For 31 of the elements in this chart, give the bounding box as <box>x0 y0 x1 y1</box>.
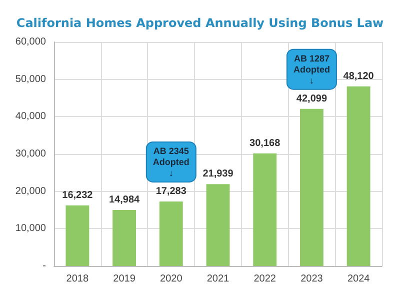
y-tick-label: 50,000 <box>15 74 46 85</box>
x-tick-label: 2022 <box>254 274 276 284</box>
chart-title: California Homes Approved Annually Using Bonus Law <box>16 16 384 30</box>
x-tick-label: 2021 <box>206 274 230 284</box>
x-tick-label: 2018 <box>66 274 89 284</box>
bar <box>253 153 277 266</box>
x-tick-label: 2023 <box>300 274 324 284</box>
y-tick-label: 40,000 <box>15 111 46 122</box>
y-tick-label: 10,000 <box>15 223 46 234</box>
y-tick-label: 60,000 <box>15 36 46 48</box>
bar <box>206 184 230 266</box>
bar <box>112 210 136 266</box>
data-label: 16,232 <box>62 190 94 201</box>
bar <box>300 108 324 266</box>
annotation: AB 2345 Adopted ↓ <box>152 146 190 178</box>
data-label: 48,120 <box>343 70 374 82</box>
data-label: 21,939 <box>202 168 234 180</box>
x-tick-label: 2024 <box>347 274 370 284</box>
bar <box>66 205 90 266</box>
data-label: 17,283 <box>156 186 187 197</box>
annotation: AB 1287 Adopted ↓ <box>293 53 330 86</box>
y-tick-label: 20,000 <box>15 186 46 197</box>
x-tick-label: 2019 <box>113 274 136 284</box>
x-tick-label: 2020 <box>160 274 183 284</box>
y-tick-label: - <box>42 260 46 272</box>
data-label: 30,168 <box>250 138 281 149</box>
bar <box>159 201 183 266</box>
y-tick-label: 30,000 <box>15 148 46 160</box>
data-label: 42,099 <box>296 93 328 104</box>
data-label: 14,984 <box>108 194 140 206</box>
bar <box>346 86 370 266</box>
